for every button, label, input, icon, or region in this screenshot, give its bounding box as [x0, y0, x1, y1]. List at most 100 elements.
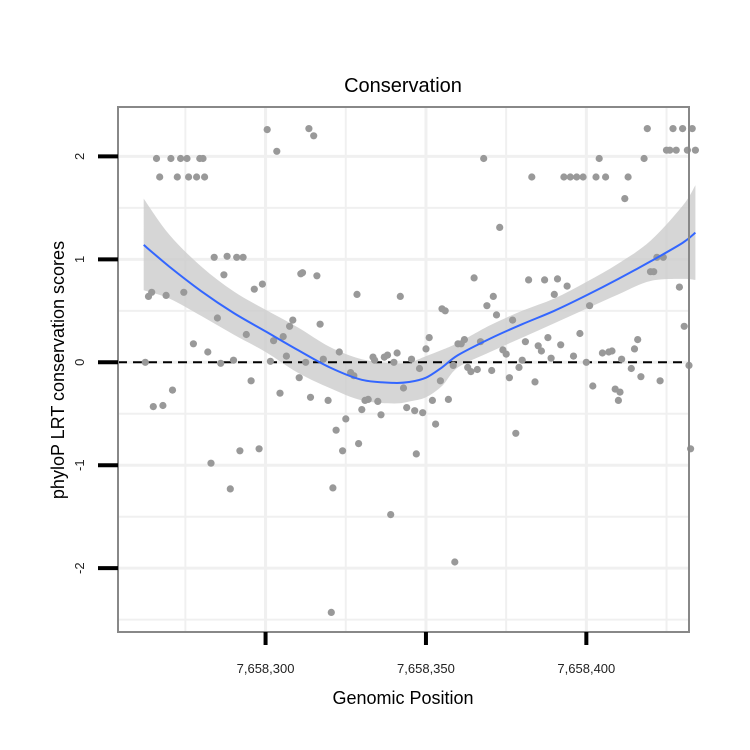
data-point — [263, 126, 271, 134]
data-point — [415, 364, 424, 373]
data-point — [185, 173, 193, 181]
data-point — [598, 349, 607, 357]
data-point — [534, 342, 542, 350]
data-point — [141, 358, 149, 366]
data-point — [180, 288, 188, 296]
data-point — [306, 393, 315, 401]
data-point — [276, 389, 284, 397]
grid-lines — [118, 107, 689, 632]
data-point — [316, 320, 324, 328]
y-tick-label: -2 — [72, 562, 87, 574]
data-point — [335, 348, 343, 356]
data-point — [547, 354, 555, 362]
data-point — [339, 447, 347, 455]
data-point — [371, 356, 379, 364]
x-axis-title: Genomic Position — [332, 688, 473, 708]
data-point — [483, 302, 491, 310]
chart-title: Conservation — [344, 75, 462, 97]
data-point — [393, 349, 401, 357]
data-point — [441, 307, 449, 315]
data-point — [675, 283, 684, 291]
data-point — [428, 396, 436, 404]
data-point — [387, 510, 395, 519]
data-point — [353, 290, 361, 298]
data-point — [383, 351, 392, 359]
data-point — [488, 366, 496, 375]
x-tick-label: 7,658,400 — [557, 661, 615, 676]
y-axis: -2 -1 0 1 2 — [72, 153, 118, 574]
data-point — [541, 276, 549, 284]
data-point — [168, 386, 177, 394]
data-point — [162, 291, 170, 299]
data-point — [528, 173, 536, 181]
data-point — [364, 395, 372, 403]
data-point — [324, 396, 332, 404]
data-point — [544, 334, 552, 342]
data-point — [193, 173, 201, 181]
data-point — [595, 154, 603, 163]
y-tick-label: 0 — [72, 359, 87, 366]
data-point — [643, 125, 651, 133]
data-point — [167, 154, 175, 163]
data-point — [183, 154, 191, 163]
data-point — [679, 125, 687, 133]
data-point — [573, 173, 581, 181]
data-point — [159, 401, 167, 410]
data-point — [313, 272, 321, 280]
data-point — [473, 365, 481, 374]
data-point — [460, 336, 468, 344]
data-point — [298, 269, 307, 277]
data-point — [563, 282, 571, 290]
data-points — [141, 125, 700, 617]
data-point — [656, 377, 664, 385]
data-point — [691, 146, 700, 154]
data-point — [223, 252, 231, 260]
data-point — [282, 352, 290, 360]
data-point — [560, 173, 568, 181]
data-point — [492, 311, 501, 319]
data-point — [550, 290, 558, 298]
data-point — [508, 316, 517, 324]
data-point — [250, 285, 258, 293]
data-point — [436, 377, 444, 385]
data-point — [289, 316, 297, 324]
data-point — [425, 334, 433, 342]
data-point — [233, 253, 241, 261]
data-point — [608, 347, 616, 355]
data-point — [199, 154, 207, 163]
data-point — [255, 445, 263, 453]
y-tick-label: 2 — [72, 153, 87, 160]
x-tick-label: 7,658,300 — [237, 661, 295, 676]
data-point — [189, 340, 197, 348]
data-point — [589, 382, 597, 390]
data-point — [496, 223, 504, 231]
data-point — [342, 415, 350, 423]
data-point — [374, 397, 382, 405]
data-point — [242, 330, 250, 339]
data-point — [634, 336, 642, 344]
plot-panel — [117, 106, 700, 633]
data-point — [213, 314, 221, 322]
data-point — [467, 368, 475, 376]
data-point — [525, 276, 533, 284]
data-point — [266, 357, 274, 365]
data-point — [444, 395, 452, 403]
data-point — [557, 341, 565, 349]
data-point — [614, 396, 623, 404]
data-point — [403, 404, 411, 412]
data-point — [399, 384, 408, 392]
data-point — [217, 359, 225, 367]
data-point — [624, 173, 632, 181]
data-point — [680, 322, 688, 330]
data-point — [630, 345, 639, 353]
data-point — [616, 388, 624, 396]
data-point — [531, 378, 539, 386]
data-point — [449, 361, 457, 369]
data-point — [566, 173, 574, 181]
data-point — [355, 440, 363, 448]
data-point — [407, 355, 416, 363]
data-point — [305, 125, 313, 133]
data-point — [201, 173, 209, 181]
data-point — [229, 356, 238, 364]
